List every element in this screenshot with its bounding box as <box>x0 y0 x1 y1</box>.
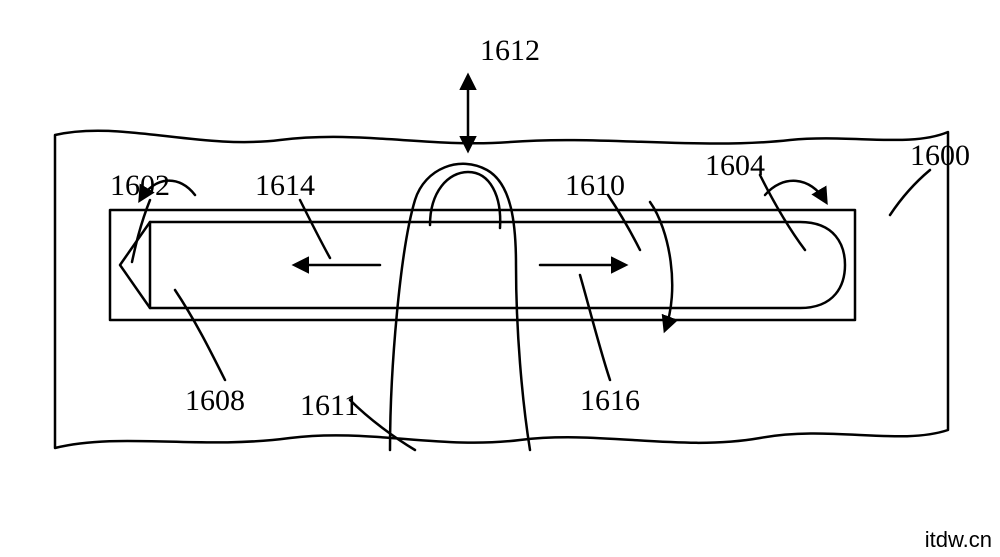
label-1600: 1600 <box>910 139 970 172</box>
leader-1608 <box>175 290 225 380</box>
fingernail <box>430 172 500 228</box>
rot-arrow-1604 <box>765 181 826 202</box>
label-1608: 1608 <box>185 384 245 417</box>
leader-1616 <box>580 275 610 380</box>
label-1610: 1610 <box>565 169 625 202</box>
label-1604: 1604 <box>705 149 765 182</box>
label-1602: 1602 <box>110 169 170 202</box>
leader-1614 <box>300 200 330 258</box>
stylus-body <box>120 222 845 308</box>
slot-outer <box>110 210 855 320</box>
label-1611: 1611 <box>300 389 359 422</box>
label-1614: 1614 <box>255 169 315 202</box>
label-1616: 1616 <box>580 384 640 417</box>
leader-1604 <box>760 175 805 250</box>
leader-1611 <box>350 400 415 450</box>
leader-1600 <box>890 170 930 215</box>
label-1612: 1612 <box>480 34 540 67</box>
watermark: itdw.cn <box>925 527 992 553</box>
